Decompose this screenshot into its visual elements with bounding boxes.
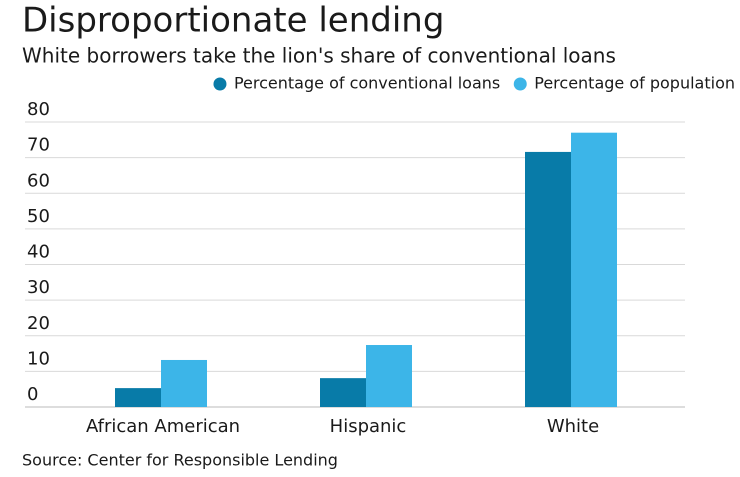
x-tick-label: Hispanic bbox=[330, 416, 407, 437]
legend-label: Percentage of conventional loans bbox=[234, 74, 500, 93]
y-tick-label: 10 bbox=[27, 348, 50, 369]
y-tick-label: 30 bbox=[27, 277, 50, 298]
bar bbox=[525, 151, 571, 407]
chart-subtitle: White borrowers take the lion's share of… bbox=[22, 44, 616, 68]
bar bbox=[115, 388, 161, 407]
source: Source: Center for Responsible Lending bbox=[22, 451, 338, 470]
y-tick-label: 70 bbox=[27, 135, 50, 156]
y-tick-label: 80 bbox=[27, 99, 50, 120]
chart-title: Disproportionate lending bbox=[22, 1, 444, 41]
x-tick-label: African American bbox=[86, 416, 240, 437]
y-tick-label: 40 bbox=[27, 242, 50, 263]
y-tick-label: 60 bbox=[27, 170, 50, 191]
legend-marker bbox=[213, 77, 227, 91]
legend-label: Percentage of population bbox=[534, 74, 735, 93]
y-tick-label: 0 bbox=[27, 384, 38, 405]
x-tick-label: White bbox=[547, 416, 599, 437]
y-tick-label: 50 bbox=[27, 206, 50, 227]
legend-marker bbox=[513, 77, 527, 91]
bar bbox=[320, 378, 366, 407]
bar bbox=[366, 345, 412, 407]
bar bbox=[571, 132, 617, 407]
bar bbox=[161, 359, 207, 407]
y-tick-label: 20 bbox=[27, 313, 50, 334]
